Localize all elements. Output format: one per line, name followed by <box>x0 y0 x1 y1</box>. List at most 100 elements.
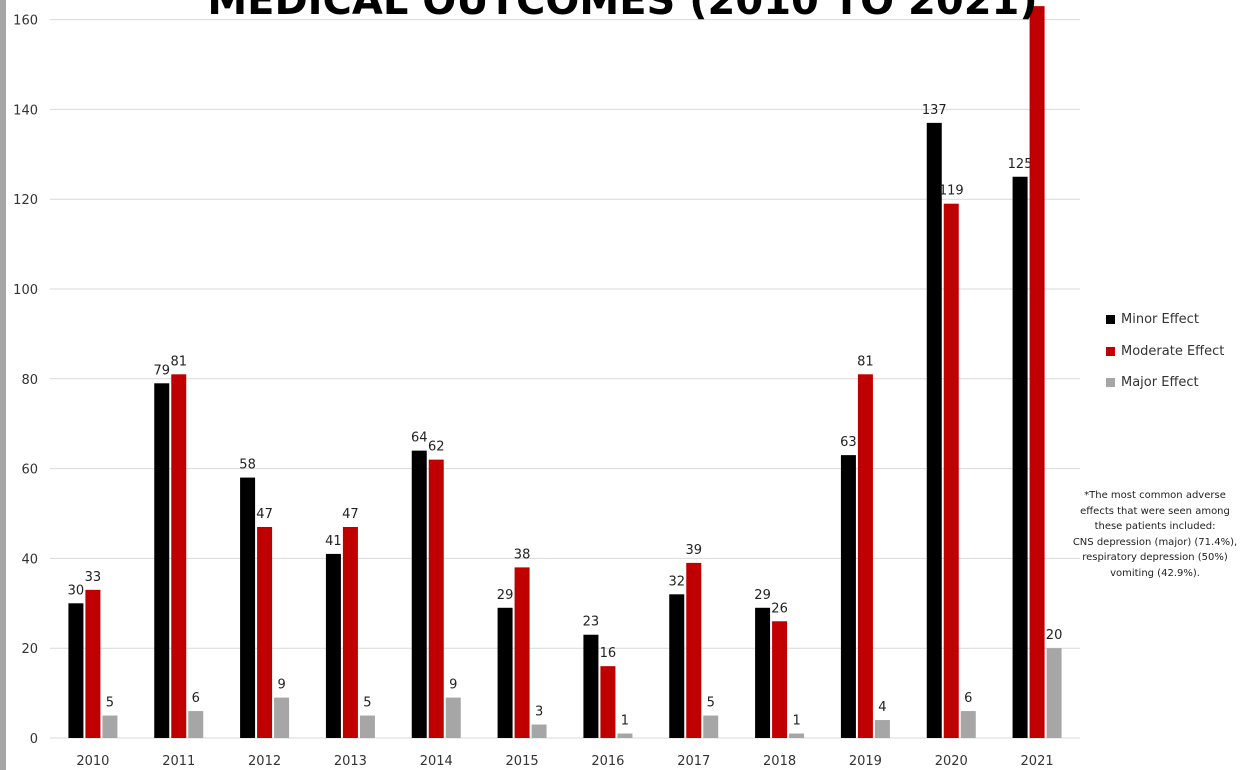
y-tick-label: 0 <box>30 732 38 747</box>
data-label: 9 <box>449 678 457 693</box>
legend-label-major: Major Effect <box>1121 375 1199 391</box>
data-label: 47 <box>256 507 273 522</box>
data-label: 5 <box>106 696 114 711</box>
y-tick-label: 60 <box>21 463 38 478</box>
legend-item-major: Major Effect <box>1106 367 1224 399</box>
x-tick-label: 2020 <box>935 754 968 769</box>
data-label: 81 <box>170 354 187 369</box>
y-tick-label: 100 <box>13 283 38 298</box>
bar <box>359 715 375 738</box>
bar <box>874 720 890 738</box>
bar <box>703 715 719 738</box>
adverse-effects-note: *The most common adverse effects that we… <box>1068 488 1242 581</box>
bar <box>445 697 461 738</box>
bar <box>755 607 771 738</box>
bar <box>926 122 942 739</box>
left-edge-bar <box>0 0 6 770</box>
bar <box>257 526 273 738</box>
bar <box>514 567 530 738</box>
data-label: 26 <box>771 601 788 616</box>
x-tick-label: 2017 <box>677 754 710 769</box>
y-tick-label: 120 <box>13 193 38 208</box>
data-label: 3 <box>535 705 543 720</box>
data-label: 1 <box>792 714 800 729</box>
data-label: 6 <box>964 691 972 706</box>
data-label: 16 <box>600 646 617 661</box>
data-label: 41 <box>325 534 342 549</box>
data-label: 30 <box>68 583 85 598</box>
y-tick-label: 80 <box>21 373 38 388</box>
y-tick-label: 20 <box>21 642 38 657</box>
data-label: 62 <box>428 440 445 455</box>
x-tick-label: 2019 <box>849 754 882 769</box>
bar <box>85 589 101 738</box>
bar <box>1012 176 1028 738</box>
legend-swatch-major <box>1106 378 1115 388</box>
bar <box>857 374 873 738</box>
data-label: 1 <box>621 714 629 729</box>
x-tick-label: 2011 <box>162 754 195 769</box>
chart-title: MEDICAL OUTCOMES (2010 TO 2021) <box>207 0 1038 24</box>
data-label: 81 <box>857 354 874 369</box>
bar <box>325 553 341 738</box>
data-label: 63 <box>840 435 857 450</box>
legend-item-moderate: Moderate Effect <box>1106 336 1224 368</box>
bar <box>342 526 358 738</box>
x-tick-label: 2014 <box>420 754 453 769</box>
data-label: 33 <box>85 570 102 585</box>
data-label: 58 <box>239 458 256 473</box>
bar <box>68 603 84 738</box>
data-label: 79 <box>153 363 170 378</box>
bar <box>154 383 170 738</box>
data-label: 23 <box>583 615 600 630</box>
bar <box>789 733 805 738</box>
data-label: 29 <box>754 588 771 603</box>
bar <box>583 634 599 738</box>
data-label: 4 <box>878 700 886 715</box>
bar <box>669 594 685 738</box>
data-label: 5 <box>363 696 371 711</box>
bar <box>1046 648 1062 738</box>
data-label: 32 <box>668 574 685 589</box>
bar <box>600 666 616 738</box>
x-tick-label: 2021 <box>1021 754 1054 769</box>
bar <box>531 724 547 738</box>
note-line: CNS depression (major) (71.4%), <box>1072 536 1238 548</box>
data-label: 20 <box>1046 628 1063 643</box>
bar <box>428 459 444 738</box>
bar <box>171 374 187 738</box>
legend-swatch-minor <box>1106 315 1115 325</box>
data-label: 39 <box>685 543 702 558</box>
bar <box>102 715 118 738</box>
bar <box>274 697 290 738</box>
note-line: effects that were seen among <box>1080 505 1230 517</box>
legend-swatch-moderate <box>1106 346 1115 356</box>
data-label: 64 <box>411 431 428 446</box>
data-label: 6 <box>192 691 200 706</box>
bar <box>1029 6 1045 738</box>
data-label: 9 <box>277 678 285 693</box>
x-tick-label: 2015 <box>506 754 539 769</box>
data-label: 119 <box>939 184 964 199</box>
bar <box>960 711 976 738</box>
data-label: 38 <box>514 547 531 562</box>
bar <box>411 450 427 738</box>
legend: Minor Effect Moderate Effect Major Effec… <box>1106 304 1224 399</box>
bar <box>240 477 256 738</box>
data-label: 125 <box>1008 157 1033 172</box>
data-label: 47 <box>342 507 359 522</box>
bar <box>497 607 513 738</box>
legend-label-minor: Minor Effect <box>1121 312 1199 328</box>
x-tick-label: 2018 <box>763 754 796 769</box>
bar <box>772 621 788 738</box>
bar <box>943 203 959 738</box>
x-tick-label: 2013 <box>334 754 367 769</box>
y-tick-label: 40 <box>21 552 38 567</box>
x-tick-label: 2012 <box>248 754 281 769</box>
x-tick-label: 2010 <box>76 754 109 769</box>
data-label: 137 <box>922 103 947 118</box>
bar <box>840 455 856 738</box>
x-tick-label: 2016 <box>591 754 624 769</box>
note-line: respiratory depression (50%) <box>1082 552 1228 563</box>
